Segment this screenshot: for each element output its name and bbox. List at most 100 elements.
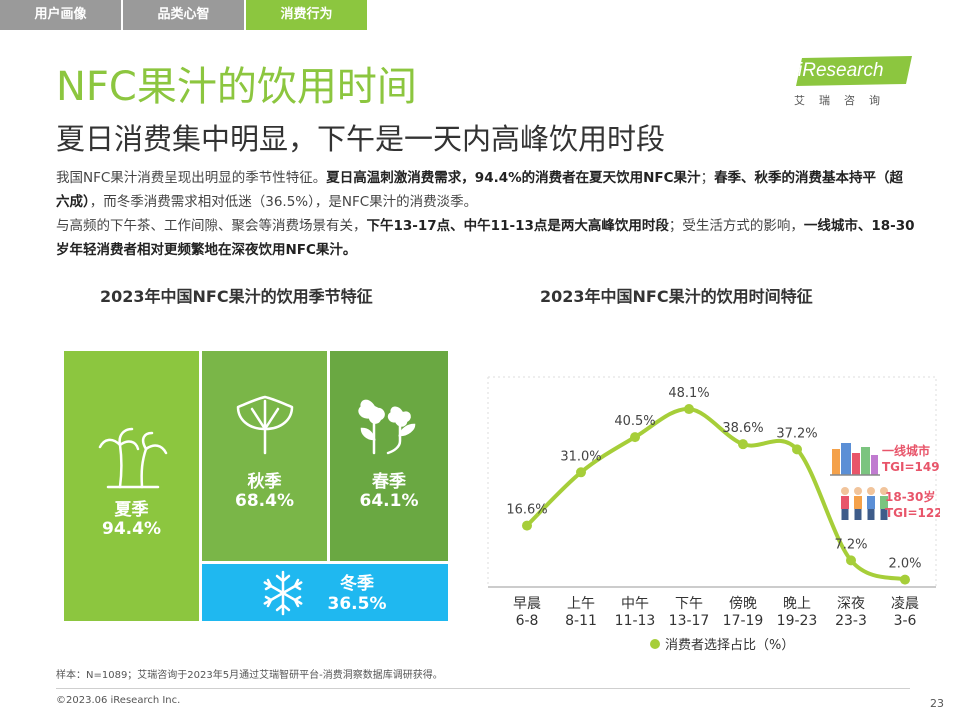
footer-divider xyxy=(56,688,910,689)
person-head-1 xyxy=(854,487,862,495)
x-tick-name-4: 傍晚 xyxy=(729,595,757,612)
season-label-autumn: 秋季 xyxy=(247,472,282,492)
city-building-1 xyxy=(841,443,851,475)
data-point-6 xyxy=(846,555,856,566)
x-tick-range-1: 8-11 xyxy=(565,613,597,629)
p2-run-2: ；受生活方式的影响， xyxy=(668,218,804,234)
tab-user-profile[interactable]: 用户画像 xyxy=(0,0,121,30)
series-line xyxy=(525,407,906,582)
person-head-3 xyxy=(880,487,888,495)
city-building-3 xyxy=(861,447,870,475)
logo-text: iResearch xyxy=(798,60,884,81)
iresearch-logo: iResearch 艾瑞咨询 xyxy=(790,52,920,108)
palm-tree-icon xyxy=(98,427,168,489)
season-value-summer: 94.4% xyxy=(102,519,161,539)
person-head-2 xyxy=(867,487,875,495)
x-tick-name-2: 中午 xyxy=(621,596,649,612)
person-body-2 xyxy=(867,496,875,509)
season-tile-winter: 冬季 36.5% xyxy=(202,564,448,621)
p1-run-2: ； xyxy=(700,170,715,186)
person-legs-3 xyxy=(880,509,888,520)
p1-run-3: 春季、秋季的消费基本持平（超六成） xyxy=(56,170,904,210)
annotation-text-3: TGI=122 xyxy=(885,506,940,520)
x-tick-range-4: 17-19 xyxy=(723,613,764,629)
data-point-7 xyxy=(900,574,910,585)
sprout-icon xyxy=(358,399,416,455)
data-label-4: 38.6% xyxy=(722,421,763,436)
p2-run-0: 与高频的下午茶、工作间隙、聚会等消费场景有关， xyxy=(56,218,367,234)
footnote: 样本：N=1089；艾瑞咨询于2023年5月通过艾瑞智研平台-消费洞察数据库调研… xyxy=(56,670,443,681)
time-line-chart: 16.6% 早晨6-8 31.0% 上午8-11 40.5% 中午11-13 48.1% 下午… xyxy=(487,376,940,653)
page-title: NFC果汁的饮用时间 xyxy=(56,64,417,110)
season-label-summer: 夏季 xyxy=(114,500,149,520)
x-tick-range-0: 6-8 xyxy=(516,613,539,629)
x-tick-range-5: 19-23 xyxy=(777,613,818,629)
season-chart-title: 2023年中国NFC果汁的饮用季节特征 xyxy=(100,287,373,306)
season-label-winter: 冬季 xyxy=(340,574,374,594)
x-tick-name-0: 早晨 xyxy=(513,596,541,612)
x-tick-name-7: 凌晨 xyxy=(891,596,919,612)
snowflake-icon xyxy=(263,570,303,616)
chart-frame xyxy=(487,376,937,587)
x-tick-name-5: 晚上 xyxy=(783,596,811,612)
data-point-1 xyxy=(576,467,586,478)
x-tick-range-3: 13-17 xyxy=(669,613,710,629)
annotation-text-1: TGI=149 xyxy=(882,460,940,474)
season-tile-autumn: 秋季 68.4% xyxy=(202,351,327,561)
city-building-0 xyxy=(832,449,840,475)
time-chart-title: 2023年中国NFC果汁的饮用时间特征 xyxy=(540,287,813,306)
p1-run-1: 夏日高温刺激消费需求，94.4%的消费者在夏天饮用NFC果汁 xyxy=(326,170,701,186)
x-tick-name-3: 下午 xyxy=(675,596,703,612)
section-tabs: 用户画像 品类心智 消费行为 xyxy=(0,0,367,30)
person-legs-0 xyxy=(841,509,849,520)
person-body-0 xyxy=(841,496,849,509)
logo-subtext: 艾瑞咨询 xyxy=(794,94,894,107)
season-tile-summer: 夏季 94.4% xyxy=(64,351,199,621)
x-tick-range-7: 3-6 xyxy=(894,613,917,629)
ginkgo-leaf-icon xyxy=(236,395,294,455)
city-building-2 xyxy=(852,453,860,475)
data-point-3 xyxy=(684,404,694,415)
annotation-text-0: 一线城市 xyxy=(882,443,930,458)
logo-shape-icon xyxy=(796,56,912,86)
x-tick-range-2: 11-13 xyxy=(615,613,656,629)
copyright: ©2023.06 iResearch Inc. xyxy=(56,695,181,706)
city-building-4 xyxy=(871,455,878,475)
season-value-spring: 64.1% xyxy=(359,491,419,511)
data-label-6: 7.2% xyxy=(834,537,867,552)
p2-run-1: 下午13-17点、中午11-13点是两大高峰饮用时段 xyxy=(366,218,669,234)
person-legs-1 xyxy=(854,509,862,520)
annotation-text-2: 18-30岁 xyxy=(885,489,935,504)
person-body-1 xyxy=(854,496,862,509)
data-label-7: 2.0% xyxy=(888,557,921,572)
data-label-0: 16.6% xyxy=(506,503,547,518)
page-subtitle: 夏日消费集中明显，下午是一天内高峰饮用时段 xyxy=(56,122,666,156)
data-point-0 xyxy=(522,520,532,531)
data-point-2 xyxy=(630,432,640,443)
data-label-2: 40.5% xyxy=(614,414,655,429)
intro-paragraph-2: 与高频的下午茶、工作间隙、聚会等消费场景有关，下午13-17点、中午11-13点… xyxy=(56,214,916,262)
person-head-0 xyxy=(841,487,849,495)
tab-category-mindset[interactable]: 品类心智 xyxy=(123,0,244,30)
p2-run-3: 一线城市、18-30岁年轻消费者相对更频繁地在深夜饮用NFC果汁。 xyxy=(56,218,915,258)
data-label-5: 37.2% xyxy=(776,426,817,441)
intro-paragraph-1: 我国NFC果汁消费呈现出明显的季节性特征。夏日高温刺激消费需求，94.4%的消费… xyxy=(56,166,916,214)
legend-label: 消费者选择占比（%） xyxy=(665,638,794,653)
data-label-3: 48.1% xyxy=(668,386,709,401)
season-value-autumn: 68.4% xyxy=(235,491,294,511)
data-point-4 xyxy=(738,439,748,450)
tab-consumption-behavior[interactable]: 消费行为 xyxy=(246,0,367,30)
person-legs-2 xyxy=(867,509,875,520)
season-label-spring: 春季 xyxy=(372,472,406,492)
x-tick-name-6: 深夜 xyxy=(837,596,865,612)
p1-run-4: ，而冬季消费需求相对低迷（36.5%），是NFC果汁的消费淡季。 xyxy=(89,194,478,210)
data-label-1: 31.0% xyxy=(560,449,601,464)
p1-run-0: 我国NFC果汁消费呈现出明显的季节性特征。 xyxy=(56,170,327,186)
season-value-winter: 36.5% xyxy=(327,594,387,614)
page-number: 23 xyxy=(930,697,944,710)
x-tick-range-6: 23-3 xyxy=(835,613,867,629)
season-tile-spring: 春季 64.1% xyxy=(330,351,448,561)
legend-marker xyxy=(650,639,660,649)
person-body-3 xyxy=(880,496,888,509)
data-point-5 xyxy=(792,444,802,455)
